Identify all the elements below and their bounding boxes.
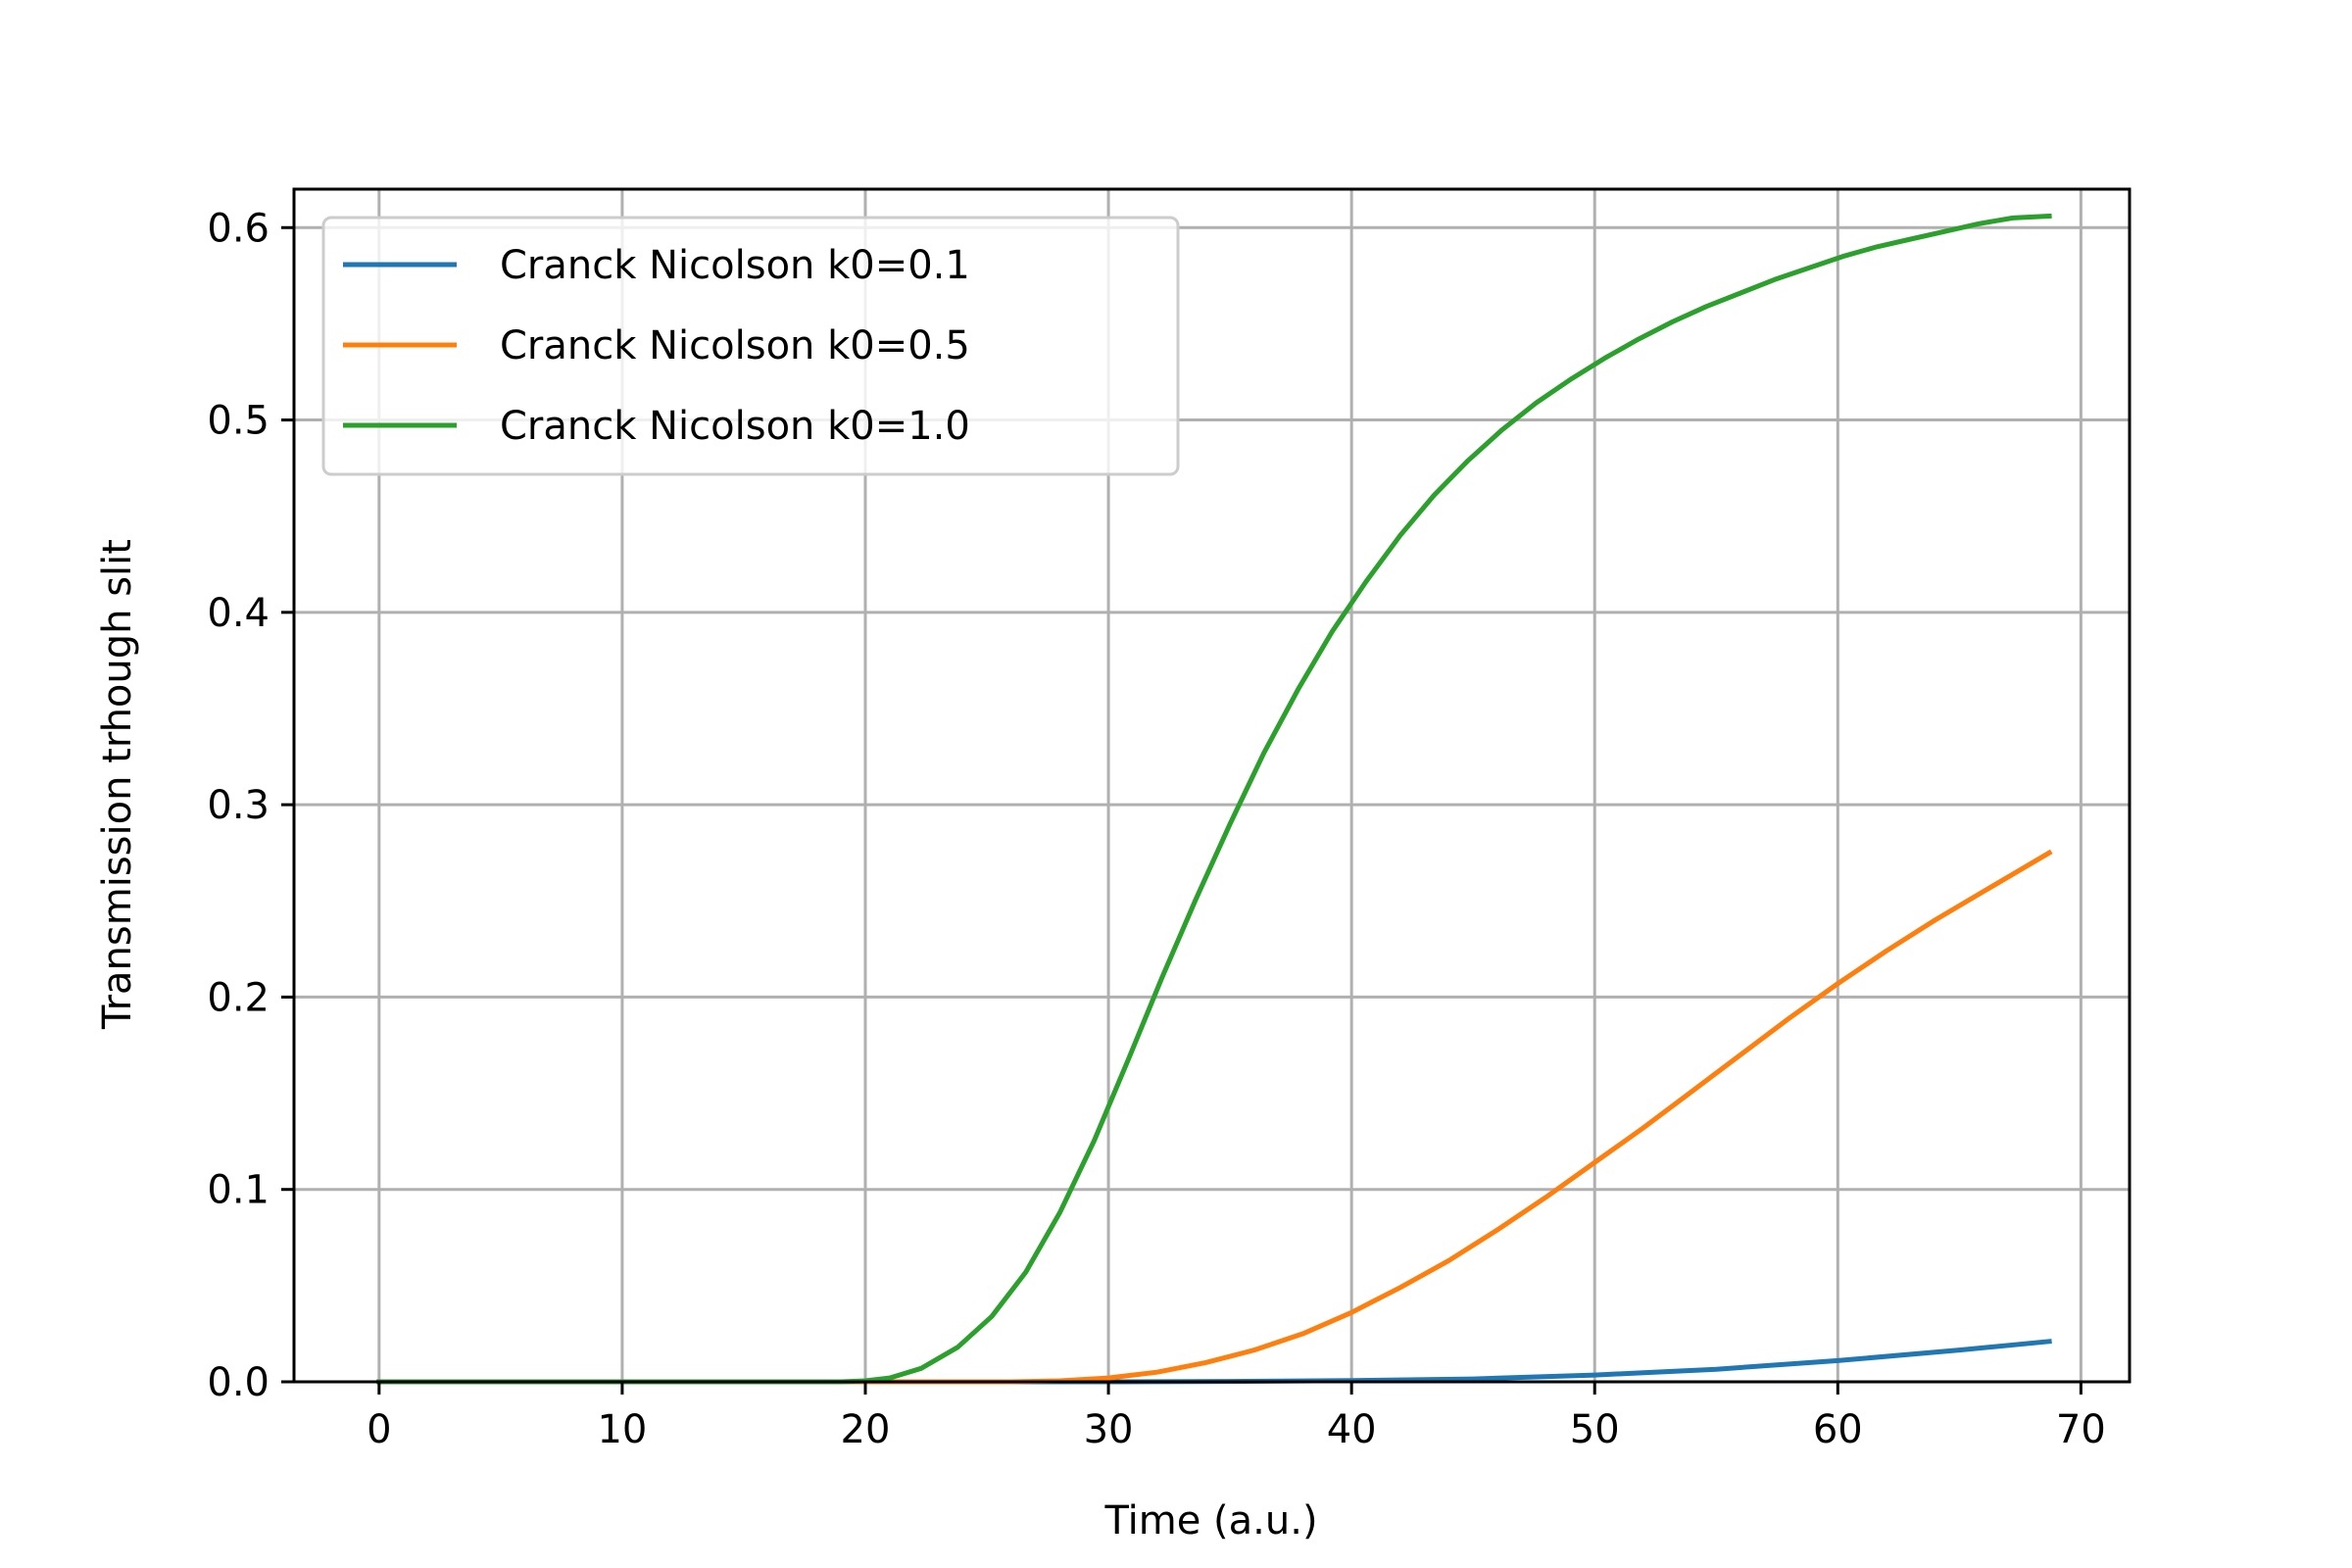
y-tick-label: 0.0 — [207, 1360, 270, 1405]
y-tick-label: 0.4 — [207, 591, 270, 636]
x-tick-label: 70 — [2056, 1407, 2106, 1452]
y-tick-label: 0.5 — [207, 399, 270, 444]
x-tick-label: 0 — [367, 1407, 391, 1452]
y-tick-label: 0.6 — [207, 206, 270, 251]
x-axis-title: Time (a.u.) — [1103, 1498, 1317, 1544]
y-tick-label: 0.1 — [207, 1168, 270, 1213]
x-tick-label: 20 — [841, 1407, 891, 1452]
legend-label-1: Cranck Nicolson k0=0.1 — [500, 243, 970, 288]
grid-layer — [294, 189, 2130, 1384]
plot-frame — [292, 187, 2132, 1384]
x-tick-label: 60 — [1813, 1407, 1863, 1452]
x-tick-label: 30 — [1084, 1407, 1134, 1452]
legend: Cranck Nicolson k0=0.1 Cranck Nicolson k0… — [321, 216, 1180, 476]
y-tick-label: 0.2 — [207, 975, 270, 1020]
x-tick-label: 40 — [1327, 1407, 1377, 1452]
x-tick-label: 50 — [1570, 1407, 1620, 1452]
tick-layer: 0 10 20 30 40 50 60 70 0.0 0.1 0.2 0.3 0.4 0.5 0.6 — [207, 206, 2105, 1452]
y-tick-label: 0.3 — [207, 783, 270, 828]
legend-box — [321, 216, 1180, 476]
legend-label-2: Cranck Nicolson k0=0.5 — [500, 323, 970, 368]
y-axis-title: Transmission trhough slit — [95, 539, 140, 1030]
series-line-3 — [376, 213, 2052, 1385]
x-tick-label: 10 — [597, 1407, 647, 1452]
legend-label-3: Cranck Nicolson k0=1.0 — [500, 404, 970, 449]
series-line-2 — [376, 849, 2053, 1385]
